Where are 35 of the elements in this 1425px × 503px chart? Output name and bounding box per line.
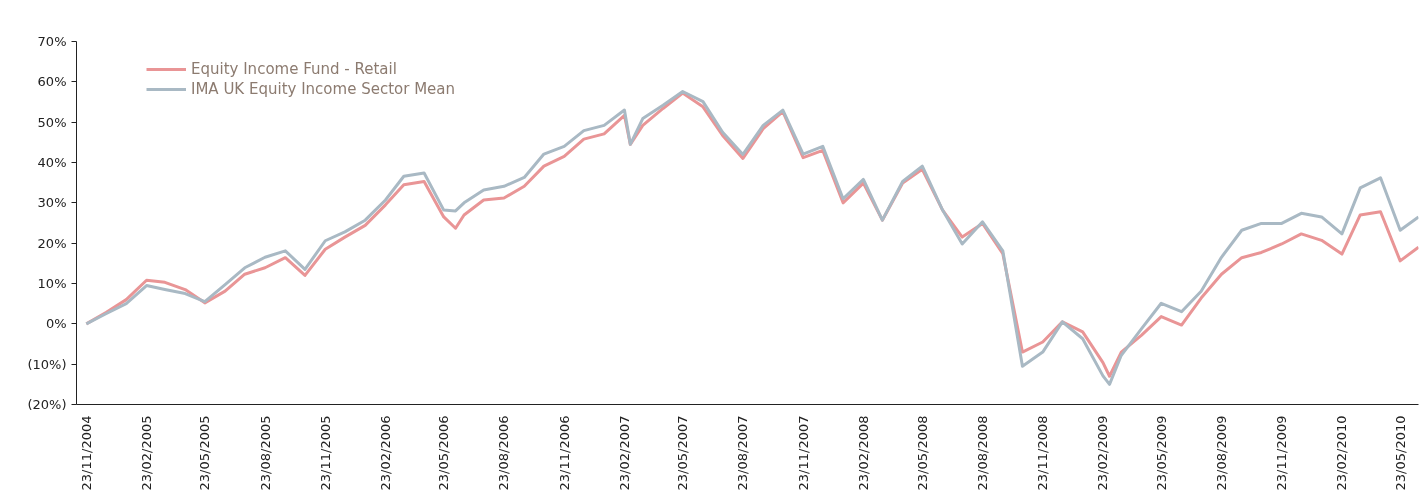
x-tick-label: 23/02/2007 [616, 415, 632, 491]
y-tick-label: 20% [37, 235, 67, 251]
x-tick-label: 23/08/2008 [975, 415, 991, 491]
y-tick-label: (20%) [27, 397, 67, 412]
x-tick-label: 23/08/2005 [257, 415, 273, 491]
x-tick-label: 23/08/2006 [496, 415, 512, 491]
x-tick-label: 23/02/2010 [1334, 415, 1350, 491]
x-tick-label: 23/05/2008 [914, 415, 930, 491]
y-tick-label: 40% [37, 155, 67, 170]
y-tick-label: 60% [37, 74, 67, 90]
x-tick-label: 23/11/2006 [556, 415, 572, 491]
x-tick-label: 23/02/2008 [855, 415, 871, 491]
y-tick-label: 30% [37, 195, 67, 211]
y-tick-label: 10% [37, 276, 67, 291]
legend-label: Equity Income Fund - Retail [191, 60, 397, 78]
x-tick-label: 23/05/2009 [1153, 415, 1169, 491]
legend-label: IMA UK Equity Income Sector Mean [191, 80, 456, 98]
x-tick-label: 23/02/2006 [377, 415, 393, 491]
x-tick-label: 23/05/2007 [675, 415, 691, 491]
x-tick-label: 23/05/2010 [1392, 415, 1408, 491]
y-tick-label: 70% [37, 34, 67, 49]
x-tick-label: 23/08/2007 [735, 415, 751, 491]
x-tick-label: 23/11/2005 [317, 415, 333, 491]
x-tick-label: 23/02/2005 [139, 415, 155, 491]
x-tick-label: 23/05/2006 [436, 415, 452, 491]
x-tick-label: 23/11/2004 [78, 415, 94, 491]
y-tick-label: 50% [37, 114, 67, 130]
x-tick-label: 23/05/2005 [197, 415, 213, 491]
x-tick-label: 23/11/2007 [795, 415, 811, 491]
y-tick-label: 0% [45, 316, 67, 332]
y-tick-label: (10%) [27, 356, 67, 372]
x-tick-label: 23/08/2009 [1213, 415, 1229, 491]
x-tick-label: 23/11/2009 [1274, 415, 1290, 491]
x-tick-label: 23/02/2009 [1095, 415, 1111, 491]
x-tick-label: 23/11/2008 [1035, 415, 1051, 491]
